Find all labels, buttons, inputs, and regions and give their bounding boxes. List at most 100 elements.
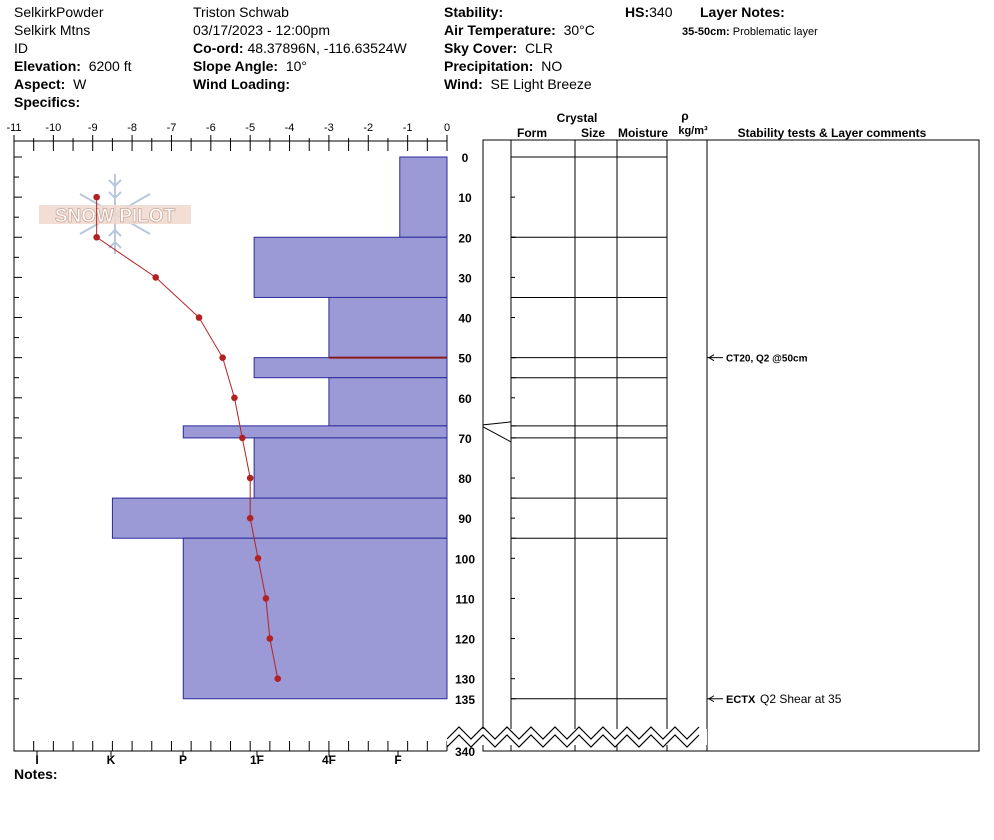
wind-row: Wind: SE Light Breeze <box>444 75 595 93</box>
temperature-point <box>239 434 246 442</box>
temperature-point <box>195 314 203 321</box>
temp-tick-label: -8 <box>127 122 137 134</box>
temp-tick-label: -11 <box>6 122 21 134</box>
slope-row: Slope Angle: 10° <box>193 57 407 75</box>
hardness-label: K <box>107 753 116 767</box>
logo-banner <box>39 205 191 224</box>
precip-value: NO <box>541 58 563 74</box>
stability-arrow-head <box>708 695 715 703</box>
stability-header: Stability tests & Layer comments <box>738 126 927 140</box>
layer-notes-label: Layer Notes: <box>700 4 785 20</box>
hardness-layer <box>328 296 448 359</box>
temp-tick-label: -3 <box>324 122 334 134</box>
layer-note-row: 35-50cm: Problematic layer <box>682 23 818 41</box>
header-right: Stability: Air Temperature: 30°C Sky Cov… <box>444 3 595 93</box>
observer-group: SelkirkPowder <box>14 4 104 20</box>
depth-label: 70 <box>458 432 472 446</box>
hs-value: 340 <box>649 4 673 20</box>
layer-connector <box>482 421 512 426</box>
state: ID <box>14 40 28 56</box>
hardness-label: 1F <box>250 753 264 767</box>
hs-row: HS:340 <box>625 3 672 21</box>
temp-tick-label: -4 <box>285 122 295 134</box>
hardness-label: F <box>394 753 401 767</box>
elevation-label: Elevation: <box>14 58 81 74</box>
temperature-point <box>152 274 160 281</box>
hardness-layer <box>182 537 448 700</box>
wind-label: Wind: <box>444 76 483 92</box>
stability-test-code: ECTX <box>726 694 756 706</box>
hardness-label: P <box>179 753 187 767</box>
aspect-row: Aspect: W <box>14 75 132 93</box>
depth-label: 20 <box>458 231 472 245</box>
sky-value: CLR <box>524 40 553 56</box>
depth-label: 10 <box>458 191 472 205</box>
notes-label: Notes: <box>14 766 58 782</box>
hardness-layer <box>328 377 448 427</box>
wind-loading-label: Wind Loading: <box>193 76 291 92</box>
layer-note-depth: 35-50cm: <box>682 26 730 38</box>
moisture-header: Moisture <box>618 126 668 140</box>
air-temp-label: Air Temperature: <box>444 22 556 38</box>
scale-break-zigzag <box>446 726 700 740</box>
depth-label: 100 <box>455 552 475 566</box>
temp-tick-label: -2 <box>363 122 373 134</box>
temp-tick-label: 0 <box>444 122 450 134</box>
layer-connector <box>482 426 512 443</box>
density-symbol: ρ <box>681 109 688 123</box>
aspect-label: Aspect: <box>14 76 66 92</box>
logo-text: SNOW PILOT <box>55 206 176 227</box>
precip-label: Precipitation: <box>444 58 534 74</box>
temp-tick-label: -6 <box>206 122 216 134</box>
elevation-value: 6200 ft <box>88 58 132 74</box>
hardness-layer <box>182 425 448 439</box>
temperature-point <box>93 233 100 241</box>
temperature-point <box>231 394 238 402</box>
temp-tick-label: -7 <box>167 122 177 134</box>
depth-label: 30 <box>458 271 472 285</box>
temperature-point <box>262 595 270 602</box>
depth-label: 0 <box>462 151 469 165</box>
size-header: Size <box>581 126 605 140</box>
hardness-layer <box>253 236 448 298</box>
temp-tick-label: -10 <box>45 122 61 134</box>
depth-label: 50 <box>458 352 472 366</box>
hardness-layer <box>253 357 448 379</box>
specifics-label: Specifics: <box>14 94 81 110</box>
temperature-point <box>274 675 282 682</box>
temperature-point <box>246 514 254 522</box>
density-unit: kg/m³ <box>678 125 708 137</box>
hardness-layer <box>399 156 448 238</box>
sky-row: Sky Cover: CLR <box>444 39 595 57</box>
form-header: Form <box>517 126 547 140</box>
depth-label: 90 <box>458 512 472 526</box>
depth-label: 130 <box>455 673 475 687</box>
depth-label: 80 <box>458 472 472 486</box>
coord-value: 48.37896N, -116.63524W <box>247 40 407 56</box>
slope-value: 10° <box>285 58 307 74</box>
stability-test-text: CT20, Q2 @50cm <box>726 354 808 365</box>
coord-row: Co-ord: 48.37896N, -116.63524W <box>193 39 407 57</box>
depth-label: 120 <box>455 633 475 647</box>
layer-table-frame <box>482 139 980 752</box>
air-temp-value: 30°C <box>563 22 595 38</box>
wind-value: SE Light Breeze <box>490 76 592 92</box>
hs-label: HS: <box>625 4 650 20</box>
temperature-point <box>246 474 254 482</box>
depth-label: 40 <box>458 312 472 326</box>
depth-label: 135 <box>455 693 475 707</box>
hardness-layer <box>111 497 448 539</box>
stability-arrow-head <box>708 354 715 362</box>
hardness-label: 4F <box>322 753 336 767</box>
header-left: SelkirkPowder Selkirk Mtns ID Elevation:… <box>14 3 132 111</box>
slope-label: Slope Angle: <box>193 58 279 74</box>
temperature-point <box>254 555 262 562</box>
depth-label: 340 <box>455 745 475 759</box>
observer-name: Triston Schwab <box>193 4 289 20</box>
coord-label: Co-ord: <box>193 40 244 56</box>
crystal-header: Crystal <box>557 111 598 125</box>
aspect-value: W <box>73 76 87 92</box>
hardness-label: I <box>35 753 38 767</box>
snowpilot-logo: SNOW PILOT <box>39 174 191 254</box>
